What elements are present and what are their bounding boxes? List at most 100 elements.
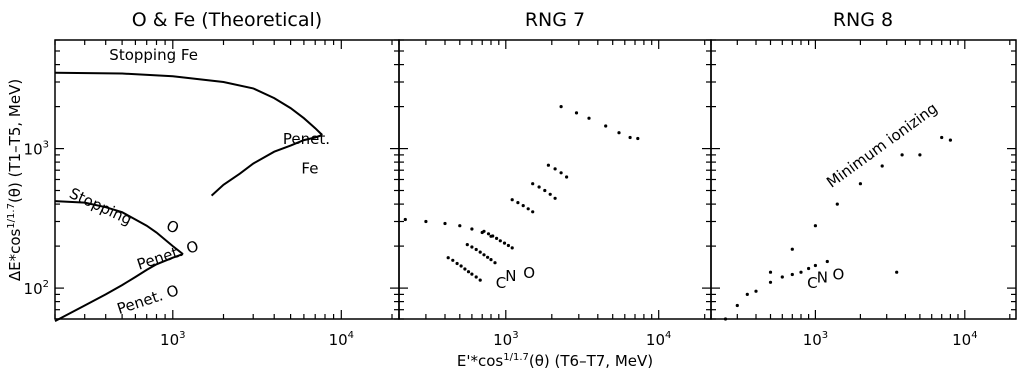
scatter-points — [403, 105, 953, 321]
point-mg — [543, 188, 547, 193]
curve-penet-o — [54, 253, 184, 322]
point-n — [474, 247, 478, 252]
point-minimum-ionizing — [835, 202, 839, 206]
point-o — [495, 236, 499, 240]
point-si — [546, 163, 551, 167]
annotation-c: C — [807, 274, 817, 292]
x-tick-label-exponent: 4 — [665, 330, 671, 341]
panel-title-theoretical: O & Fe (Theoretical) — [132, 9, 322, 31]
point-o — [502, 241, 507, 245]
point-minimum-ionizing — [745, 292, 749, 296]
point-c-n-o — [780, 275, 784, 279]
point-ne — [516, 201, 520, 205]
point-c — [463, 267, 467, 271]
point-c-n-o — [813, 263, 818, 268]
point-n — [489, 258, 493, 262]
annotation-minimum-ionizing: Minimum ionizing — [823, 99, 941, 191]
point-c — [478, 278, 482, 282]
point-c — [459, 264, 463, 268]
y-tick-label: 102 — [24, 279, 49, 298]
point-mg — [531, 182, 535, 186]
point-outliers — [948, 138, 953, 142]
annotation-n: N — [817, 268, 828, 286]
y-axis-label-rest: (θ) (T1–T5, MeV) — [6, 79, 24, 203]
point-c — [470, 272, 474, 276]
x-axis-label-base: E'*cos — [457, 352, 504, 370]
x-tick-label-base: 10 — [803, 331, 822, 349]
point-c-n-o — [735, 303, 739, 308]
y-axis-label-base: ΔE*cos — [6, 229, 24, 282]
point-n — [482, 253, 486, 257]
point-ne — [526, 207, 530, 211]
point-c — [451, 258, 455, 262]
annotation-o: O — [833, 266, 845, 284]
point-stopping-band — [489, 234, 493, 238]
point-stopping-band — [443, 221, 447, 226]
y-tick-label-base: 10 — [24, 141, 43, 159]
x-axis-label: E'*cos1/1.7(θ) (T6–T7, MeV) — [457, 352, 653, 370]
x-tick-label: 104 — [329, 330, 354, 349]
point-c — [474, 275, 478, 279]
point-fe — [587, 116, 591, 120]
point-fe — [617, 131, 621, 135]
curve-stopping-o — [54, 200, 184, 255]
point-fe — [636, 136, 640, 141]
annotation-o: O — [163, 216, 181, 237]
point-c — [446, 256, 450, 260]
x-tick-label-exponent: 3 — [512, 330, 518, 341]
point-outliers — [940, 135, 944, 140]
point-n — [493, 261, 497, 265]
point-stopping-band — [403, 217, 407, 222]
x-tick-label-exponent: 4 — [348, 330, 354, 341]
point-fe — [628, 135, 632, 140]
y-tick-label-exponent: 3 — [43, 140, 49, 151]
panel-frame-rng8 — [710, 39, 1017, 320]
point-minimum-ionizing — [900, 153, 904, 157]
point-mg — [553, 196, 557, 200]
x-tick-label-base: 10 — [329, 331, 348, 349]
annotation-n: N — [505, 267, 516, 285]
point-ne — [510, 198, 514, 202]
point-mg — [537, 185, 541, 189]
point-c-n-o — [807, 266, 811, 271]
point-minimum-ionizing — [858, 182, 863, 186]
annotation-fe: Fe — [301, 160, 318, 178]
point-o — [510, 246, 514, 250]
panel-frame-rng7 — [398, 39, 712, 320]
point-stopping-band — [458, 224, 462, 228]
annotation-stopping: Stopping — [67, 184, 135, 229]
x-tick-label-base: 10 — [493, 331, 512, 349]
annotation-o: O — [523, 264, 535, 282]
x-tick-label: 104 — [646, 330, 671, 349]
x-tick-label-base: 10 — [952, 331, 971, 349]
x-tick-label-base: 10 — [646, 331, 665, 349]
theoretical-curves — [54, 71, 323, 322]
point-minimum-ionizing — [880, 164, 884, 168]
point-si — [559, 171, 563, 175]
point-o — [498, 239, 502, 243]
point-n — [465, 243, 469, 247]
x-tick-label-exponent: 3 — [179, 330, 185, 341]
x-tick-label-exponent: 3 — [822, 330, 828, 341]
curve-penet-fe — [210, 134, 323, 197]
point-o — [486, 232, 491, 236]
y-tick-label: 103 — [24, 140, 49, 159]
x-tick-label: 104 — [952, 330, 977, 349]
point-si — [553, 167, 557, 171]
point-outliers — [895, 270, 899, 274]
point-c-n-o — [768, 280, 773, 284]
curve-stopping-fe — [54, 71, 323, 136]
annotation-penet: Penet. — [283, 130, 330, 148]
point-minimum-ionizing — [790, 247, 794, 251]
x-axis-label-rest: (θ) (T6–T7, MeV) — [529, 352, 653, 370]
point-n — [478, 250, 482, 254]
point-n — [470, 245, 474, 249]
point-fe — [559, 105, 563, 109]
point-c-n-o — [825, 259, 829, 264]
panel-title-rng8: RNG 8 — [833, 9, 893, 31]
x-tick-label-exponent: 4 — [971, 330, 977, 341]
point-c-n-o — [754, 289, 758, 293]
x-tick-label: 103 — [493, 330, 518, 349]
